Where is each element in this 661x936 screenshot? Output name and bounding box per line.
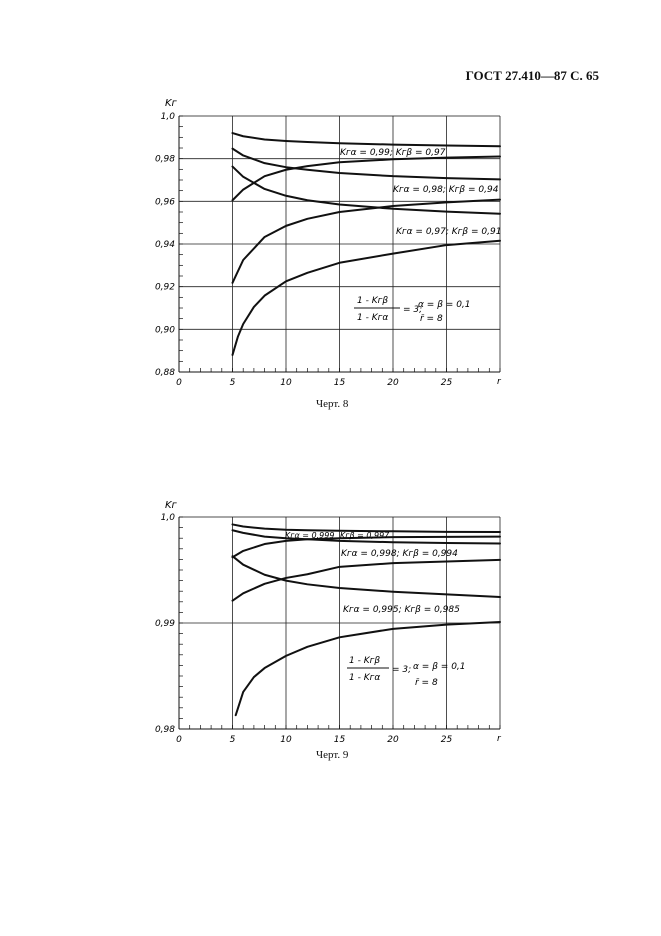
chart-8-y-tick-label: 0,92 (155, 283, 175, 293)
chart-8-series-line-2 (231, 155, 501, 202)
chart-9-series (231, 523, 501, 717)
chart-8-series-line-4 (231, 198, 501, 284)
chart-9-series-line-5 (231, 555, 501, 599)
chart-9-formula-numerator: 1 - Kгβ (349, 656, 380, 666)
chart-8-y-tick-label: 1,0 (161, 112, 176, 122)
chart-9-formula-rhs: = 3; (392, 665, 411, 675)
chart-8-y-tick-label: 0,88 (155, 368, 175, 378)
chart-9-x-tick-label: 25 (441, 735, 453, 745)
chart-9-formula-denominator: 1 - Kгα (349, 673, 380, 683)
chart-8-formula-rhs: = 3; (403, 305, 422, 315)
chart-8-x-tick-label: 0 (176, 378, 182, 388)
chart-8-y-tick-label: 0,96 (155, 197, 175, 207)
chart-9-annotation-3: Kгα = 0,998; Kгβ = 0,994 (341, 549, 458, 559)
chart-8-series-line-1 (231, 132, 501, 148)
chart-9-y-tick-label: 0,99 (155, 619, 175, 629)
chart-8-ticks: 0,88 0,90 0,92 0,94 0,96 0,98 1,0 0 5 10 15 20 25 (155, 112, 501, 388)
chart-9-grid (178, 516, 501, 730)
chart-9-y-axis-label: Kг (165, 500, 178, 511)
chart-8-y-tick-label: 0,94 (155, 240, 175, 250)
chart-8-series (231, 132, 501, 356)
chart-9-x-tick-label: 20 (387, 735, 399, 745)
chart-8-series-line-3 (231, 147, 501, 181)
chart-9-x-tick-label: 5 (230, 735, 236, 745)
chart-9-formula: 1 - Kгβ 1 - Kгα = 3; α = β = 0,1 r̄ = 8 (347, 656, 466, 688)
chart-9: 0,98 0,99 1,0 0 5 10 15 20 25 Kг r Kгα = 0,999 K… (155, 500, 502, 745)
chart-8: 0,88 0,90 0,92 0,94 0,96 0,98 1,0 0 5 10 15 20 25 Kг… (155, 98, 502, 388)
chart-8-y-tick-label: 0,90 (155, 325, 175, 335)
chart-9-annotation-2: Kгβ = 0,997 (340, 531, 390, 540)
chart-8-y-axis-label: Kг (165, 98, 178, 109)
chart-9-x-tick-label: 0 (176, 735, 182, 745)
chart-9-caption: Черт. 9 (316, 749, 349, 761)
chart-9-y-tick-label: 0,98 (155, 725, 175, 735)
chart-8-formula-note-2: r̄ = 8 (420, 314, 443, 324)
chart-9-x-axis-label: r (497, 734, 502, 744)
chart-9-annotation-4: Kгα = 0,995; Kгβ = 0,985 (343, 605, 460, 615)
chart-8-x-axis-label: r (497, 377, 502, 387)
chart-9-series-line-1 (231, 523, 501, 534)
chart-8-x-tick-label: 15 (334, 378, 346, 388)
chart-9-series-line-3 (231, 529, 501, 545)
chart-8-annotation-3: Kгα = 0,97; Kгβ = 0,91 (396, 227, 501, 237)
chart-8-x-tick-label: 25 (441, 378, 453, 388)
chart-9-y-tick-label: 1,0 (161, 513, 176, 523)
chart-8-formula: 1 - Kгβ 1 - Kгα = 3; α = β = 0,1 r̄ = 8 (354, 296, 471, 324)
chart-8-x-tick-label: 5 (230, 378, 236, 388)
chart-8-formula-numerator: 1 - Kгβ (357, 296, 388, 306)
chart-8-annotation-1: Kгα = 0,99; Kгβ = 0,97 (340, 148, 446, 158)
chart-9-annotation-1: Kгα = 0,999 (285, 531, 334, 540)
chart-9-x-tick-label: 15 (334, 735, 346, 745)
chart-8-x-tick-label: 10 (280, 378, 292, 388)
chart-8-formula-note-1: α = β = 0,1 (418, 300, 471, 310)
chart-8-formula-denominator: 1 - Kгα (357, 313, 388, 323)
page-header: ГОСТ 27.410—87 С. 65 (465, 68, 599, 83)
chart-8-caption: Черт. 8 (316, 398, 349, 410)
chart-8-series-line-6 (231, 239, 501, 356)
chart-9-series-line-4 (231, 558, 501, 602)
chart-9-x-tick-label: 10 (280, 735, 292, 745)
chart-8-series-line-5 (231, 165, 501, 215)
chart-9-formula-note-1: α = β = 0,1 (413, 662, 466, 672)
chart-8-annotation-2: Kгα = 0,98; Kгβ = 0,94 (393, 185, 499, 195)
chart-9-series-line-6 (234, 620, 501, 717)
chart-8-x-tick-label: 20 (387, 378, 399, 388)
chart-8-y-tick-label: 0,98 (155, 155, 175, 165)
chart-9-formula-note-2: r̄ = 8 (415, 678, 438, 688)
chart-9-ticks: 0,98 0,99 1,0 0 5 10 15 20 25 (155, 513, 501, 745)
